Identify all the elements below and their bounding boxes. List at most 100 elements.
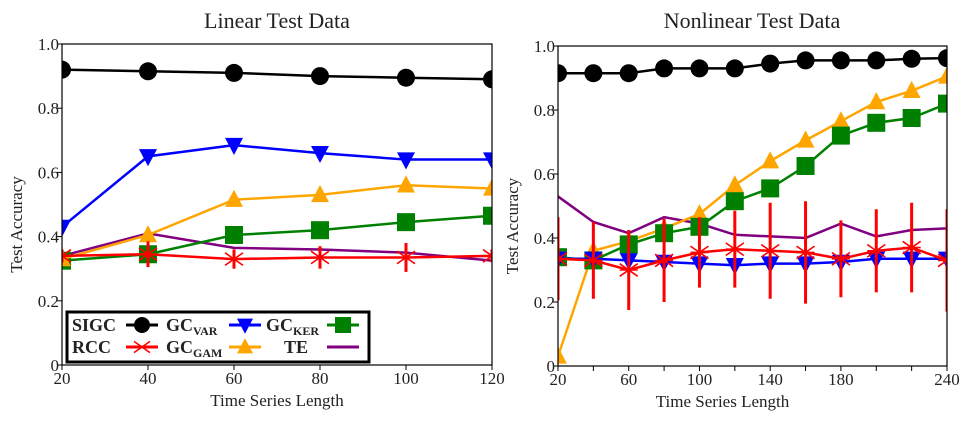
data-point: [867, 51, 886, 70]
series-gc-var: [62, 137, 492, 237]
legend-label: GCVAR: [166, 315, 218, 338]
x-tick-label: 40: [140, 369, 157, 388]
x-tick-label: 60: [226, 369, 243, 388]
legend-marker: [237, 318, 253, 334]
x-tick-label: 60: [620, 370, 637, 389]
data-point: [831, 251, 851, 266]
legend-label: GCKER: [266, 315, 319, 338]
data-point: [902, 49, 921, 68]
series-line: [62, 143, 492, 228]
data-point: [225, 189, 243, 207]
data-point: [138, 247, 158, 262]
x-tick-label: 20: [54, 369, 71, 388]
data-point: [483, 70, 492, 89]
data-point: [725, 192, 744, 211]
data-point: [224, 252, 244, 267]
series-sigc: [62, 60, 492, 89]
series-gc-gam: [62, 175, 492, 267]
data-point: [396, 250, 416, 265]
data-point: [866, 243, 886, 258]
data-point: [902, 240, 922, 255]
chart-1: Linear Test Data 20 40 60 80 100 120 0 0.2 0.4 0.6…: [7, 8, 505, 410]
y-tick-label: 0.4: [534, 229, 556, 248]
x-tick-label: 140: [757, 370, 783, 389]
data-point: [62, 219, 71, 237]
data-point: [62, 249, 71, 267]
data-point: [796, 245, 816, 260]
data-point: [558, 251, 568, 266]
y-tick-label: 1.0: [534, 37, 555, 56]
data-point: [311, 184, 329, 203]
plot-area: [558, 49, 947, 364]
data-point: [690, 204, 709, 222]
legend-label-main: GC: [166, 315, 193, 335]
x-tick-label: 80: [312, 369, 329, 388]
data-point: [619, 64, 638, 83]
legend-label-sub: GAM: [193, 346, 222, 360]
series-line: [558, 56, 947, 75]
data-point: [483, 178, 492, 196]
data-point: [796, 51, 815, 70]
data-point: [867, 113, 886, 132]
x-tick-label: 120: [479, 369, 505, 388]
x-tick-label: 240: [934, 370, 960, 389]
data-point: [583, 253, 603, 268]
y-tick-label: 0.8: [38, 99, 59, 118]
data-point: [397, 68, 415, 87]
data-point: [225, 137, 243, 156]
data-point: [139, 149, 157, 167]
x-axis-label: Time Series Length: [210, 391, 344, 410]
data-point: [760, 243, 780, 258]
data-point: [689, 245, 709, 260]
data-point: [584, 64, 603, 83]
y-tick-label: 0.6: [38, 163, 59, 182]
series-rcc: [62, 241, 492, 272]
legend-marker: [134, 317, 150, 333]
data-point: [938, 49, 947, 68]
y-tick-label: 0: [51, 356, 60, 375]
data-point: [655, 59, 674, 78]
plot-frame: [557, 45, 948, 367]
data-point: [725, 242, 745, 257]
data-point: [654, 253, 674, 268]
plot-frame: [61, 43, 493, 366]
legend-label-main: RCC: [72, 337, 111, 357]
y-tick-label: 1.0: [38, 35, 59, 54]
chart-2: Nonlinear Test Data 20 60 100 140 180 240 0 0.2 0…: [503, 8, 960, 411]
data-point: [139, 225, 157, 243]
legend-marker: [133, 340, 151, 354]
data-point: [725, 59, 744, 78]
legend-label-main: TE: [284, 337, 308, 357]
series-line: [558, 195, 947, 240]
legend-marker: [335, 317, 351, 333]
series-gc-var: [558, 251, 947, 276]
data-point: [225, 63, 243, 82]
chart-title: Linear Test Data: [204, 8, 350, 33]
y-tick-label: 0.8: [534, 101, 555, 120]
plot-area: [62, 60, 492, 272]
data-point: [902, 109, 921, 127]
series-line: [558, 257, 947, 267]
data-point: [62, 60, 71, 79]
series-te: [62, 232, 492, 262]
y-tick-label: 0: [547, 357, 556, 376]
legend-label: TE: [284, 337, 308, 357]
data-point: [62, 248, 72, 263]
data-point: [558, 64, 567, 83]
series-line: [62, 183, 492, 261]
data-point: [938, 66, 947, 84]
data-point: [482, 248, 492, 263]
legend-label: GCGAM: [166, 337, 222, 360]
legend-marker: [237, 338, 253, 354]
data-point: [397, 175, 415, 193]
y-tick-label: 0.2: [534, 293, 555, 312]
data-point: [902, 80, 921, 98]
legend-box: [65, 310, 371, 364]
series-te: [558, 195, 947, 240]
data-point: [867, 92, 886, 110]
y-axis-label: Test Accuracy: [7, 176, 26, 273]
data-point: [311, 67, 329, 86]
data-point: [397, 152, 415, 170]
data-point: [796, 157, 815, 175]
